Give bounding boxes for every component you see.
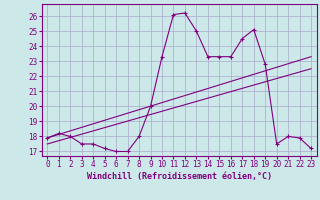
X-axis label: Windchill (Refroidissement éolien,°C): Windchill (Refroidissement éolien,°C) — [87, 172, 272, 181]
